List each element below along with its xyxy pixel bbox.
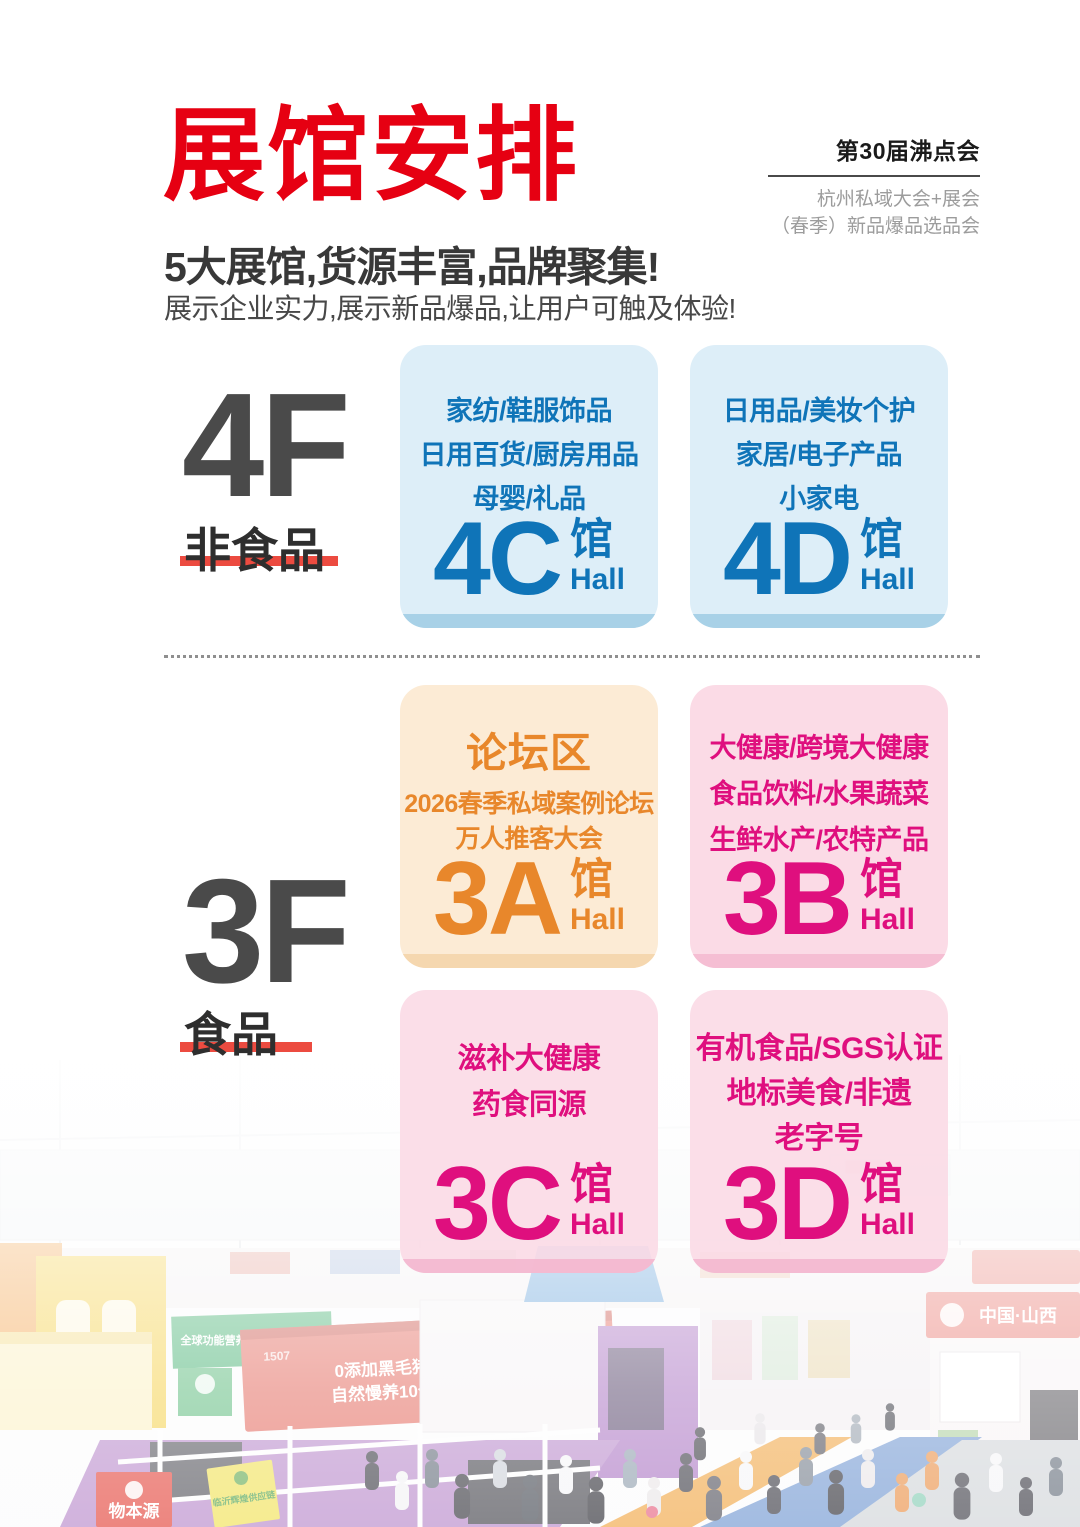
event-name: 第30届沸点会	[768, 132, 980, 177]
hall-card-3b: 大健康/跨境大健康 食品饮料/水果蔬菜 生鲜水产/农特产品 3B 馆 Hall	[690, 685, 948, 968]
hall-category-line: 2026春季私域案例论坛	[404, 790, 654, 818]
hall-suffix: 馆 Hall	[570, 852, 625, 938]
hall-suffix-en: Hall	[859, 1208, 915, 1242]
event-subtitle: 杭州私域大会+展会 （春季）新品爆品选品会	[768, 186, 980, 240]
hall-suffix-en: Hall	[569, 903, 625, 937]
hall-card-3a: 论坛区 2026春季私域案例论坛 万人推客大会 3A 馆 Hall	[400, 685, 658, 968]
hall-category-line: 日用品/美妆个护	[722, 396, 916, 426]
hall-category-line: 万人推客大会	[455, 825, 603, 853]
hall-code: 3D	[723, 1146, 853, 1263]
card-bottom-strip	[690, 954, 948, 968]
hall-3d-code-row: 3D 馆 Hall	[690, 1146, 948, 1263]
hall-4d-code-row: 4D 馆 Hall	[690, 501, 948, 618]
hall-suffix-cn: 馆	[569, 516, 613, 565]
card-bottom-strip	[400, 954, 658, 968]
hall-suffix: 馆 Hall	[860, 512, 915, 598]
hall-3a-lines: 2026春季私域案例论坛 万人推客大会	[400, 787, 658, 857]
hall-suffix: 馆 Hall	[570, 512, 625, 598]
floor-3f-number: 3F	[182, 849, 351, 1014]
hall-code: 4D	[723, 501, 853, 618]
hall-suffix-en: Hall	[569, 563, 625, 597]
hall-category-line: 家居/电子产品	[735, 440, 903, 470]
hall-code: 3B	[723, 841, 853, 958]
event-block: 第30届沸点会 杭州私域大会+展会 （春季）新品爆品选品会	[768, 132, 980, 240]
hall-code: 3A	[433, 841, 563, 958]
hall-4d-categories: 日用品/美妆个护 家居/电子产品 小家电	[690, 389, 948, 521]
hall-suffix-cn: 馆	[569, 856, 613, 905]
hall-suffix: 馆 Hall	[570, 1157, 625, 1243]
hall-suffix-cn: 馆	[859, 516, 903, 565]
hall-card-3d: 有机食品/SGS认证 地标美食/非遗 老字号 3D 馆 Hall	[690, 990, 948, 1273]
hall-suffix-cn: 馆	[859, 856, 903, 905]
hall-category-line: 家纺/鞋服饰品	[445, 396, 613, 426]
hall-3b-code-row: 3B 馆 Hall	[690, 841, 948, 958]
floor-3f-red-underline	[180, 1042, 312, 1052]
hall-4c-categories: 家纺/鞋服饰品 日用百货/厨房用品 母婴/礼品	[400, 389, 658, 521]
hall-3c-code-row: 3C 馆 Hall	[400, 1146, 658, 1263]
hall-category-line: 地标美食/非遗	[726, 1077, 912, 1110]
hall-suffix-en: Hall	[859, 563, 915, 597]
poster-tagline: 展示企业实力,展示新品爆品,让用户可触及体验!	[164, 293, 736, 324]
hall-category-line: 老字号	[774, 1122, 864, 1155]
hall-category-line: 大健康/跨境大健康	[709, 733, 929, 763]
hall-category-line: 有机食品/SGS认证	[695, 1032, 943, 1065]
card-bottom-strip	[400, 614, 658, 628]
hall-category-line: 药食同源	[471, 1089, 587, 1121]
event-subtitle-line1: 杭州私域大会+展会	[816, 189, 980, 210]
hall-category-line: 生鲜水产/农特产品	[709, 825, 929, 855]
hall-category-line: 食品饮料/水果蔬菜	[709, 779, 929, 809]
floor-4f-number: 4F	[182, 363, 351, 528]
hall-category-line: 小家电	[779, 484, 859, 514]
hall-card-4c: 家纺/鞋服饰品 日用百货/厨房用品 母婴/礼品 4C 馆 Hall	[400, 345, 658, 628]
hall-3c-categories: 滋补大健康 药食同源	[400, 1036, 658, 1128]
hall-card-4d: 日用品/美妆个护 家居/电子产品 小家电 4D 馆 Hall	[690, 345, 948, 628]
card-bottom-strip	[690, 1259, 948, 1273]
section-divider	[164, 655, 980, 658]
hall-code: 3C	[433, 1146, 563, 1263]
floor-4f-category: 非食品	[184, 524, 325, 577]
hall-3d-categories: 有机食品/SGS认证 地标美食/非遗 老字号	[690, 1026, 948, 1161]
hall-suffix-cn: 馆	[569, 1161, 613, 1210]
hall-3b-categories: 大健康/跨境大健康 食品饮料/水果蔬菜 生鲜水产/农特产品	[690, 725, 948, 863]
hall-category-line: 滋补大健康	[457, 1043, 601, 1075]
card-bottom-strip	[400, 1259, 658, 1273]
floor-3f-category: 食品	[184, 1008, 278, 1061]
poster-subtitle: 5大展馆,货源丰富,品牌聚集!	[164, 244, 660, 290]
hall-card-3c: 滋补大健康 药食同源 3C 馆 Hall	[400, 990, 658, 1273]
hall-category-line: 日用百货/厨房用品	[419, 440, 639, 470]
hall-4c-code-row: 4C 馆 Hall	[400, 501, 658, 618]
hall-suffix: 馆 Hall	[860, 1157, 915, 1243]
hall-suffix-en: Hall	[569, 1208, 625, 1242]
event-subtitle-line2: （春季）新品爆品选品会	[770, 216, 980, 237]
hall-suffix-en: Hall	[859, 903, 915, 937]
hall-category-line: 母婴/礼品	[472, 484, 586, 514]
card-bottom-strip	[690, 614, 948, 628]
hall-code: 4C	[433, 501, 563, 618]
hall-suffix-cn: 馆	[859, 1161, 903, 1210]
hall-suffix: 馆 Hall	[860, 852, 915, 938]
floor-4f-red-underline	[180, 556, 338, 566]
hall-3a-code-row: 3A 馆 Hall	[400, 841, 658, 958]
page-title: 展馆安排	[163, 99, 579, 213]
hall-3a-heading: 论坛区	[466, 730, 592, 776]
